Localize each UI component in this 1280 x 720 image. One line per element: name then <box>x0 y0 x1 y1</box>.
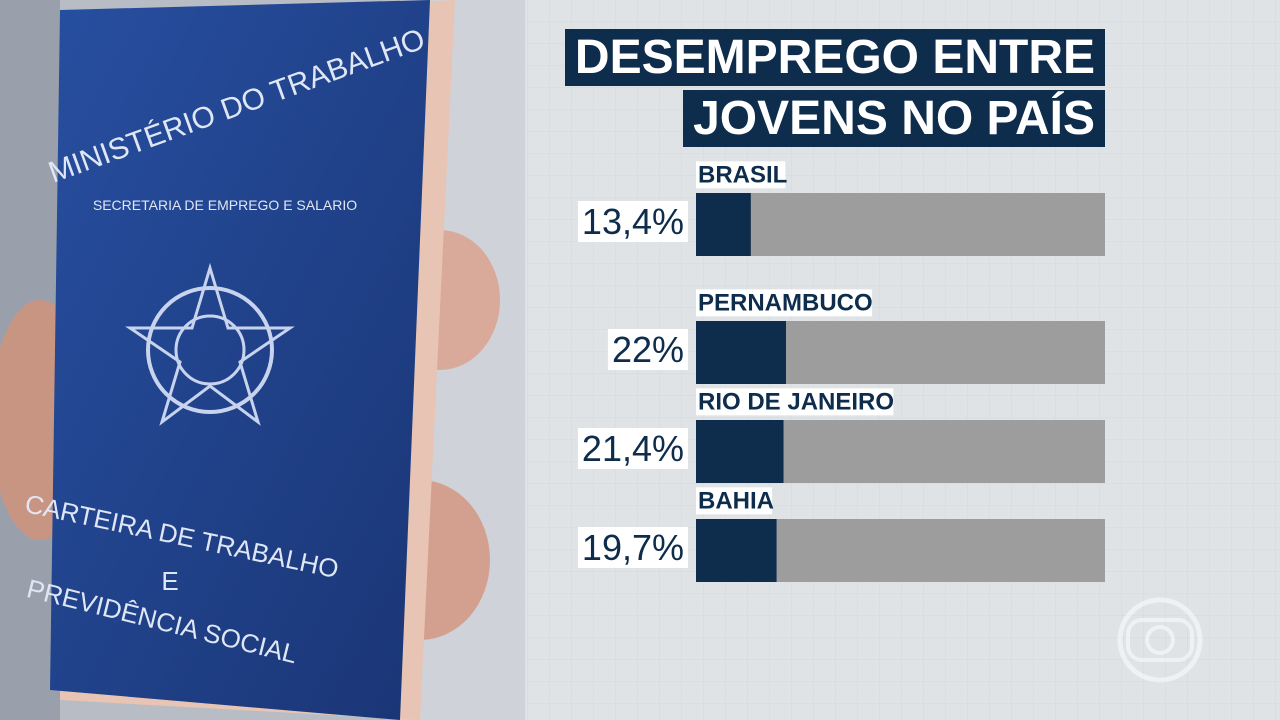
category-label: BAHIA <box>698 487 774 514</box>
bar <box>696 420 784 483</box>
bar-track <box>696 193 1105 256</box>
value-label-bg <box>607 329 688 371</box>
category-label-bg <box>696 487 773 515</box>
category-label: PERNAMBUCO <box>698 289 873 316</box>
category-label-bg <box>696 161 786 189</box>
value-label: 19,7% <box>582 527 684 568</box>
channel-logo <box>1117 597 1203 683</box>
category-label-bg <box>696 388 894 416</box>
value-label-bg <box>577 428 688 470</box>
category-label: BRASIL <box>698 161 787 188</box>
photo-text: SECRETARIA DE EMPREGO E SALARIO <box>93 197 357 213</box>
category-label-group: BRASIL <box>696 161 787 189</box>
category-label-bg <box>696 289 873 317</box>
category-label-group: RIO DE JANEIRO <box>696 388 894 416</box>
value-label: 22% <box>612 329 684 370</box>
value-label: 13,4% <box>582 201 684 242</box>
chart-title: DESEMPREGO ENTRE JOVENS NO PAÍS <box>545 27 1105 149</box>
bar <box>696 321 786 384</box>
category-label-group: PERNAMBUCO <box>696 289 873 317</box>
value-label-group: 21,4% <box>577 428 688 470</box>
photo-text: E <box>161 566 178 596</box>
value-label-group: 13,4% <box>577 201 688 243</box>
bar <box>696 193 751 256</box>
value-label-group: 19,7% <box>577 527 688 569</box>
category-label-group: BAHIA <box>696 487 774 515</box>
chart-title-text: DESEMPREGO ENTRE JOVENS NO PAÍS <box>564 29 1105 147</box>
value-label: 21,4% <box>582 428 684 469</box>
photo: MINISTÉRIO DO TRABALHO SECRETARIA DE EMP… <box>0 0 525 720</box>
bar <box>696 519 777 582</box>
value-label-bg <box>577 527 688 569</box>
value-label-bg <box>577 201 688 243</box>
value-label-group: 22% <box>607 329 688 371</box>
category-label: RIO DE JANEIRO <box>698 388 894 415</box>
